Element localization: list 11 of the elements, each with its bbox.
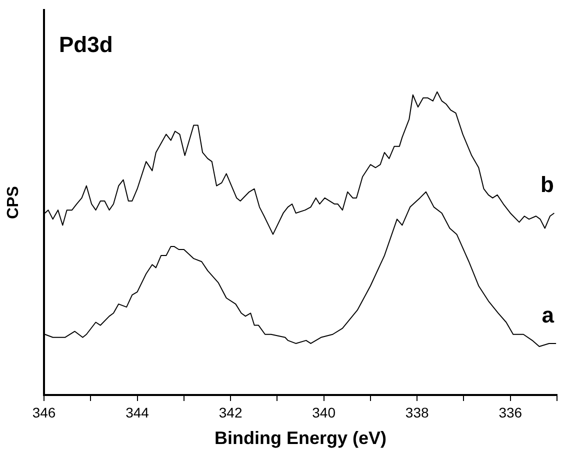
x-tick-label: 338 — [405, 404, 429, 420]
x-tick-label: 346 — [32, 404, 56, 420]
chart-title: Pd3d — [59, 32, 113, 57]
series-label: a — [542, 302, 555, 328]
x-tick-label: 344 — [126, 404, 150, 420]
x-tick-label: 340 — [312, 404, 336, 420]
y-axis-title: CPS — [5, 186, 22, 219]
x-tick-label: 342 — [218, 404, 242, 420]
x-tick-label: 336 — [498, 404, 522, 420]
x-axis-title: Binding Energy (eV) — [214, 428, 387, 448]
series-label: b — [540, 172, 554, 198]
